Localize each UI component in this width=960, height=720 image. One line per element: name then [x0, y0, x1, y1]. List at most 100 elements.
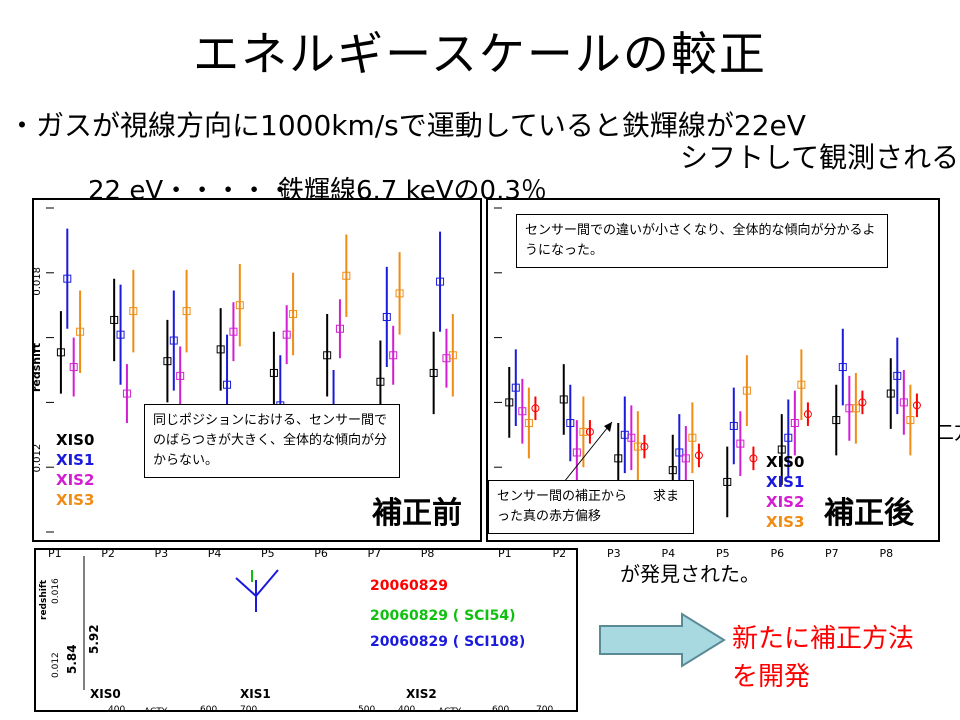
x-tick-label: 400	[108, 705, 125, 710]
data-point	[777, 445, 786, 454]
position-label: P8	[421, 547, 435, 560]
position-label: P5	[261, 547, 275, 560]
x-tick-label: 700	[240, 705, 257, 710]
branch-line	[255, 569, 279, 597]
position-label: P2	[553, 547, 567, 560]
note-after-correction: センサー間での違いが小さくなり、全体的な傾向が分かるようになった。	[516, 214, 888, 268]
data-point	[335, 324, 344, 333]
data-point	[729, 421, 738, 430]
data-point	[56, 348, 65, 357]
data-point	[269, 368, 278, 377]
data-point	[566, 419, 575, 428]
new-method-line-1: 新たに補正方法	[732, 624, 915, 654]
data-point	[376, 377, 385, 386]
position-label: P5	[716, 547, 730, 560]
position-label: P7	[825, 547, 839, 560]
position-label: P6	[314, 547, 328, 560]
y-tick-label: 0.012	[51, 652, 61, 678]
sensor-label: XIS2	[406, 687, 437, 701]
data-point	[893, 371, 902, 380]
legend-before: XIS0 XIS1 XIS2 XIS3	[56, 430, 94, 510]
data-point	[448, 351, 457, 360]
data-point	[176, 371, 185, 380]
data-point	[116, 330, 125, 339]
y-tick-label: 0.018	[34, 267, 43, 296]
x-tick-label: 700	[536, 705, 553, 710]
legend-item-xis1: XIS1	[766, 473, 805, 491]
data-point	[524, 419, 533, 428]
data-point	[389, 351, 398, 360]
data-point	[223, 380, 232, 389]
data-point	[742, 386, 751, 395]
new-method-text: 新たに補正方法 を開発	[732, 620, 914, 696]
pointer-arrowhead	[604, 422, 612, 432]
data-point	[572, 448, 581, 457]
data-point	[442, 354, 451, 363]
note-true-redshift: センサー間の補正から 求まった真の赤方偏移	[488, 480, 694, 534]
y-axis-label: redshift	[34, 343, 43, 392]
position-label: P1	[48, 547, 62, 560]
data-point	[110, 315, 119, 324]
side-label: 5.92	[87, 624, 101, 654]
data-point	[182, 307, 191, 316]
data-point	[797, 380, 806, 389]
x-tick-label: 600	[492, 705, 509, 710]
x-tick-label: 500	[358, 705, 375, 710]
chart-after-svg	[494, 207, 921, 533]
data-point	[559, 395, 568, 404]
data-point	[216, 345, 225, 354]
x-axis-label: ACTY	[438, 707, 462, 710]
side-label: 5.84	[65, 644, 79, 674]
data-point	[342, 271, 351, 280]
legend-item-xis3: XIS3	[766, 513, 805, 531]
data-point	[790, 419, 799, 428]
position-axis-labels: P1 P2 P3 P4 P5 P6 P7 P8 P1 P2 P3 P4 P5 P6 P7 P8	[48, 547, 894, 560]
legend-item-xis2: XIS2	[56, 471, 95, 489]
data-point	[614, 454, 623, 463]
bottom-legend-item: 20060829 ( SCI54)	[370, 608, 516, 624]
observation-text-cut: が発見された。	[620, 562, 760, 586]
bottom-legend-item: 20060829 ( SCI108)	[370, 634, 525, 650]
right-arrow-icon	[599, 612, 726, 668]
data-point	[518, 407, 527, 416]
position-label: P4	[662, 547, 676, 560]
data-point	[688, 433, 697, 442]
data-point	[585, 427, 594, 436]
data-point	[282, 330, 291, 339]
data-point	[382, 312, 391, 321]
bullet-text: ・ガスが視線方向に1000km/sで運動していると鉄輝線が22eV	[8, 109, 806, 142]
data-point	[63, 274, 72, 283]
data-point	[906, 416, 915, 425]
position-label: P3	[607, 547, 621, 560]
legend-item-xis1: XIS1	[56, 451, 95, 469]
position-label: P3	[155, 547, 169, 560]
legend-item-xis0: XIS0	[766, 453, 805, 471]
data-point	[675, 448, 684, 457]
pointer-line	[563, 421, 613, 483]
x-axis-label: ACTY	[144, 707, 168, 710]
y-axis-label: redshift	[39, 579, 49, 620]
data-point	[69, 363, 78, 372]
data-point	[627, 433, 636, 442]
data-point	[681, 454, 690, 463]
y-tick-label: 0.012	[34, 444, 43, 473]
data-point	[832, 416, 841, 425]
x-tick-label: 600	[200, 705, 217, 710]
data-point	[749, 454, 758, 463]
bottom-plot: redshift 0.016 0.012 5.84 5.92 20060829 200608…	[34, 548, 578, 720]
sensor-label: XIS1	[240, 687, 271, 701]
data-point	[169, 336, 178, 345]
data-point	[723, 477, 732, 486]
slide-title: エネルギースケールの較正	[193, 27, 767, 81]
data-point	[122, 389, 131, 398]
chart-before-svg: 0.018 0.012 redshift	[30, 207, 457, 533]
panel-before-correction: 0.018 0.012 redshift	[30, 198, 482, 542]
position-label: P8	[880, 547, 894, 560]
shift-note: シフトして観測される	[680, 141, 960, 174]
data-point	[429, 368, 438, 377]
legend-after: XIS0 XIS1 XIS2 XIS3	[766, 452, 804, 532]
data-point	[838, 363, 847, 372]
data-point	[436, 277, 445, 286]
data-point	[694, 451, 703, 460]
data-point	[235, 301, 244, 310]
